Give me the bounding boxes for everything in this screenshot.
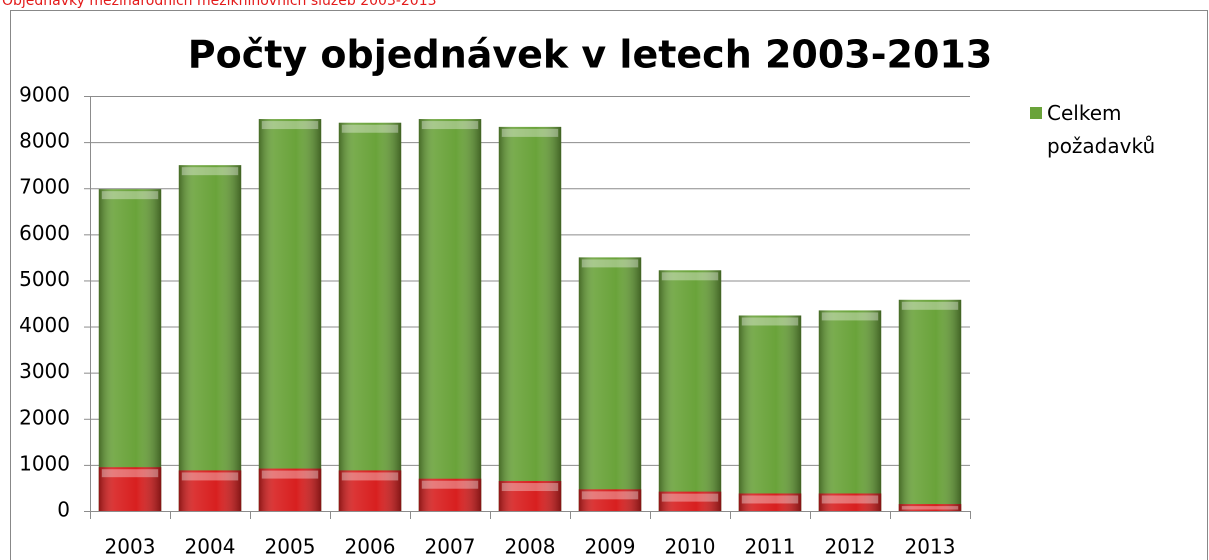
caption: Objednávky mezinárodních meziknihovních …	[2, 0, 437, 9]
bar-shade	[498, 126, 562, 512]
x-tick-label: 2012	[825, 535, 876, 559]
bar-cap	[261, 470, 319, 479]
x-tick-label: 2008	[505, 535, 556, 559]
legend-swatch	[1030, 107, 1042, 119]
chart-title: Počty objednávek v letech 2003-2013	[188, 33, 993, 77]
bar-shade	[98, 189, 162, 511]
bar-shade	[338, 470, 402, 511]
bar-cap	[341, 124, 399, 133]
bar-shade	[738, 493, 802, 511]
bar-shade	[338, 122, 402, 511]
bar-shade	[98, 467, 162, 511]
x-tick-label: 2013	[905, 535, 956, 559]
bar-cap	[661, 493, 719, 502]
y-tick-label: 7000	[19, 175, 70, 199]
bar-cap	[101, 191, 159, 200]
bar-cap	[181, 472, 239, 481]
y-tick-label: 3000	[19, 359, 70, 383]
bar-cap	[261, 121, 319, 130]
bar-shade	[418, 119, 482, 512]
bar-shade	[578, 489, 642, 511]
x-tick-label: 2010	[665, 535, 716, 559]
bar-cap	[421, 480, 479, 489]
y-tick-label: 9000	[19, 83, 70, 107]
bar-shade	[658, 491, 722, 511]
bar-cap	[501, 128, 559, 137]
bar-cap	[341, 472, 399, 481]
x-tick-label: 2011	[745, 535, 796, 559]
bar-shade	[498, 481, 562, 511]
bar-shade	[178, 165, 242, 511]
bar-cap	[581, 491, 639, 500]
x-tick-label: 2007	[425, 535, 476, 559]
bar-shade	[818, 310, 882, 511]
legend-label: Celkem požadavků	[1047, 101, 1156, 158]
bar-cap	[661, 272, 719, 281]
y-tick-label: 2000	[19, 405, 70, 429]
bar-cap	[741, 495, 799, 504]
y-tick-label: 8000	[19, 129, 70, 153]
y-tick-label: 1000	[19, 451, 70, 475]
bar-cap	[501, 483, 559, 492]
bar-shade	[178, 470, 242, 511]
bar-shade	[418, 478, 482, 511]
bar-shade	[898, 299, 962, 511]
bar-shade	[818, 493, 882, 511]
legend-entry: Celkem požadavků	[1030, 97, 1177, 163]
bar-cap	[821, 495, 879, 504]
bar-cap	[901, 301, 959, 310]
bar-shade	[578, 257, 642, 511]
bar-cap	[181, 167, 239, 176]
chart-border	[10, 10, 1208, 560]
x-tick-label: 2006	[345, 535, 396, 559]
x-tick-label: 2005	[265, 535, 316, 559]
y-tick-label: 4000	[19, 313, 70, 337]
bar-cap	[581, 259, 639, 268]
bar-shade	[258, 119, 322, 512]
bar-cap	[421, 121, 479, 130]
x-tick-label: 2003	[105, 535, 156, 559]
bar-shade	[898, 504, 962, 511]
x-tick-label: 2004	[185, 535, 236, 559]
bar-shade	[738, 315, 802, 511]
bar-shade	[258, 468, 322, 511]
bar-cap	[821, 312, 879, 321]
y-tick-label: 6000	[19, 221, 70, 245]
legend: Celkem požadavků	[1030, 97, 1177, 163]
bar-cap	[901, 506, 959, 510]
y-tick-label: 0	[57, 498, 70, 522]
y-tick-label: 5000	[19, 267, 70, 291]
bar-cap	[741, 317, 799, 326]
bar-shade	[658, 270, 722, 511]
x-tick-label: 2009	[585, 535, 636, 559]
bar-cap	[101, 469, 159, 478]
